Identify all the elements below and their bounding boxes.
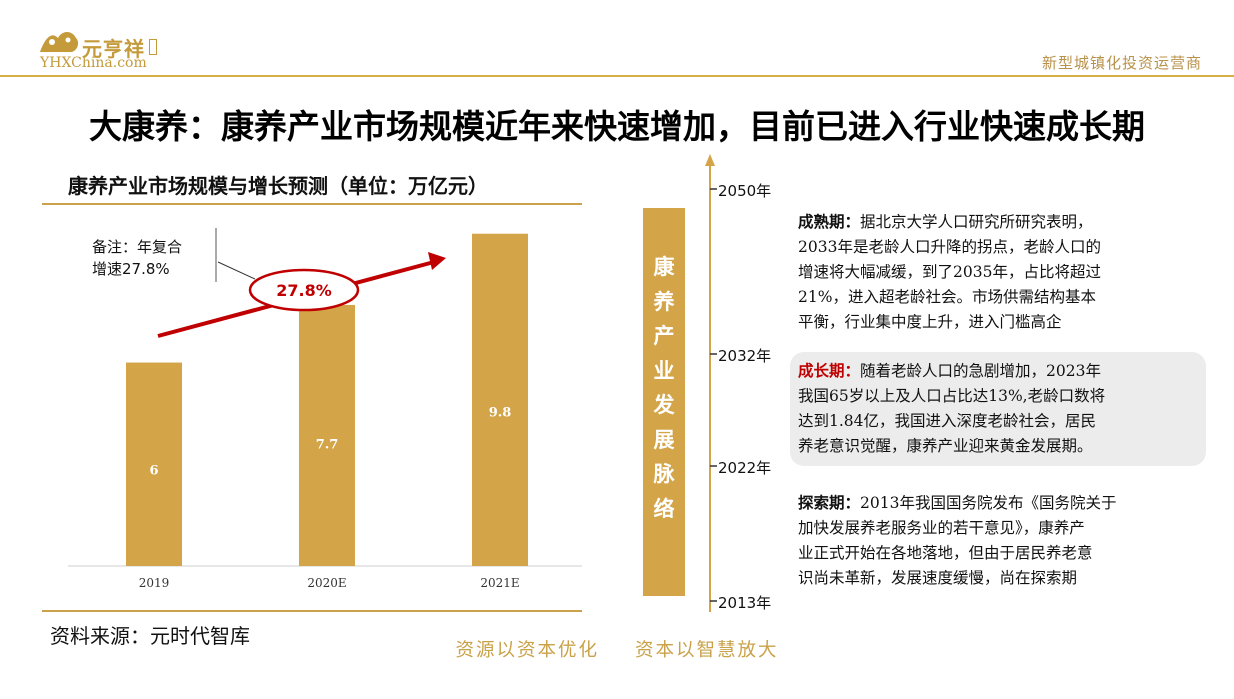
growth-rate-ellipse: [248, 268, 360, 312]
chart-note: 备注：年复合 增速27.8%: [92, 236, 182, 280]
footer-slogan-left: 资源以资本优化: [455, 640, 600, 661]
stage-line: 养老意识觉醒，康养产业迎来黄金发展期。: [798, 437, 1093, 455]
stage-line: 增速将大幅减缓，到了2035年，占比将超过: [798, 263, 1101, 281]
stage-line: 我国65岁以上及人口占比达13%,老龄口数将: [798, 387, 1106, 405]
footer-slogan-right: 资本以智慧放大: [634, 640, 779, 661]
band-char: 络: [653, 496, 675, 521]
chart-note-line1: 备注：年复合: [92, 238, 183, 256]
band-char: 展: [653, 427, 675, 452]
chart-title-rule: [42, 203, 582, 205]
bar-value-label: 9.8: [489, 405, 512, 420]
stage-heading: 探索期：: [798, 493, 861, 512]
timeline-year-2032: 2032年: [718, 347, 772, 365]
timeline-axis: [705, 154, 717, 612]
source-rule: [42, 610, 582, 612]
source-text: 资料来源：元时代智库: [50, 624, 250, 648]
header-divider: [0, 75, 1234, 77]
band-char: 脉: [653, 462, 675, 486]
bar-2020E: [299, 304, 355, 566]
stage-line: 探索期：2013年我国国务院发布《国务院关于: [798, 490, 1218, 516]
band-char: 养: [653, 289, 675, 314]
bar-2019: [126, 362, 182, 566]
stage-heading: 成长期：: [798, 361, 861, 380]
band-char: 发: [653, 393, 675, 417]
stage-line-text: 据北京大学人口研究所研究表明，: [860, 213, 1093, 231]
stage-line: 21%，进入超老龄社会。市场供需结构基本: [798, 288, 1096, 306]
page-title: 大康养：康养产业市场规模近年来快速增加，目前已进入行业快速成长期: [89, 107, 1145, 146]
stage-line: 2033年是老龄人口升降的拐点，老龄人口的: [798, 238, 1101, 256]
stage-line-text: 随着老龄人口的急剧增加，2023年: [860, 362, 1101, 380]
logo-icon: [40, 32, 79, 52]
chart-note-line2: 增速27.8%: [92, 260, 170, 278]
stage-growth-highlight: [790, 352, 1206, 466]
x-tick-label: 2019: [139, 576, 170, 590]
stage-line: 业正式开始在各地落地，但由于居民养老意: [798, 544, 1093, 562]
timeline-arrow-head: [705, 154, 715, 166]
chart-title: 康养产业市场规模与增长预测（单位：万亿元）: [68, 174, 488, 198]
stage-mature: 成熟期：据北京大学人口研究所研究表明， 2033年是老龄人口升降的拐点，老龄人口的…: [798, 209, 1218, 335]
logo-url: YHXChina.com: [40, 55, 147, 71]
stage-heading: 成熟期：: [798, 212, 861, 231]
stage-line: 成长期：随着老龄人口的急剧增加，2023年: [798, 358, 1218, 384]
timeline-year-2050: 2050年: [718, 182, 772, 200]
band-char: 产: [653, 324, 675, 348]
stage-line-text: 2013年我国国务院发布《国务院关于: [860, 494, 1117, 512]
bar-value-label: 7.7: [316, 438, 339, 453]
growth-rate-label: 27.8%: [276, 281, 332, 300]
stage-line: 加快发展养老服务业的若干意见》，康养产: [798, 519, 1085, 537]
development-band: [643, 208, 685, 596]
logo-text: 元亨祥: [82, 37, 145, 61]
stage-exploration: 探索期：2013年我国国务院发布《国务院关于加快发展养老服务业的若干意见》，康养…: [798, 490, 1218, 591]
band-char: 康: [653, 255, 675, 279]
development-band-label: 康养产业发展脉络: [643, 250, 685, 526]
band-char: 业: [653, 358, 675, 383]
bar-2021E: [472, 233, 528, 566]
note-pointer-line: [217, 261, 256, 280]
bar-value-label: 6: [149, 463, 158, 478]
logo-seal: [149, 39, 157, 55]
growth-arrow-head: [428, 252, 446, 270]
stage-line: 平衡，行业集中度上升，进入门槛高企: [798, 313, 1062, 331]
bar-chart: 6 2019 7.7 2020E 9.8 2021E 27.8%: [68, 228, 582, 590]
stage-line: 识尚未革新，发展速度缓慢，尚在探索期: [798, 569, 1078, 587]
stage-line: 达到1.84亿，我国进入深度老龄社会，居民: [798, 412, 1097, 430]
x-tick-label: 2021E: [480, 576, 519, 590]
footer-slogan: 资源以资本优化 资本以智慧放大: [0, 636, 1234, 662]
tagline: 新型城镇化投资运营商: [1041, 54, 1202, 72]
x-tick-label: 2020E: [307, 576, 346, 590]
timeline-year-2013: 2013年: [718, 594, 772, 612]
timeline-year-2022: 2022年: [718, 459, 772, 477]
stage-line: 成熟期：据北京大学人口研究所研究表明，: [798, 209, 1218, 235]
stage-growth: 成长期：随着老龄人口的急剧增加，2023年我国65岁以上及人口占比达13%,老龄…: [798, 358, 1218, 459]
